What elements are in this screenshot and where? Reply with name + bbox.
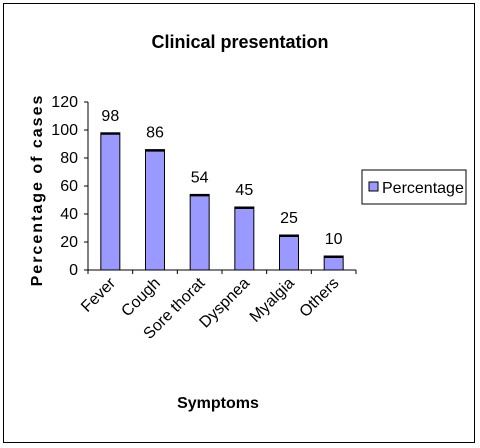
- data-label: 25: [280, 210, 298, 227]
- y-tick-label: 120: [51, 94, 78, 111]
- x-tick-label: Myalgia: [247, 275, 298, 326]
- x-tick-label: Dyspnea: [196, 275, 253, 332]
- x-tick-label: Others: [297, 275, 343, 321]
- legend-label: Percentage: [382, 180, 464, 197]
- data-label: 10: [325, 231, 343, 248]
- y-tick-label: 100: [51, 122, 78, 139]
- x-tick-label: Fever: [78, 274, 119, 315]
- data-label: 45: [235, 182, 253, 199]
- y-tick-label: 20: [60, 234, 78, 251]
- y-tick-label: 60: [60, 178, 78, 195]
- y-tick-label: 0: [69, 262, 78, 279]
- bar: [189, 193, 210, 271]
- data-label: 54: [191, 169, 209, 186]
- data-label: 98: [101, 108, 119, 125]
- x-axis-label: Symptoms: [177, 395, 259, 412]
- legend-swatch: [368, 181, 379, 192]
- y-tick-label: 40: [60, 206, 78, 223]
- legend: Percentage: [361, 169, 467, 205]
- bar: [323, 255, 344, 271]
- legend-box: [361, 169, 467, 205]
- bar: [100, 132, 121, 271]
- y-axis-label: Percentage of cases: [29, 94, 46, 287]
- bar: [145, 149, 165, 271]
- bar: [279, 234, 299, 271]
- y-tick-label: 80: [60, 150, 78, 167]
- data-label: 86: [146, 125, 164, 142]
- bar: [234, 206, 255, 271]
- chart-title: Clinical presentation: [151, 32, 328, 52]
